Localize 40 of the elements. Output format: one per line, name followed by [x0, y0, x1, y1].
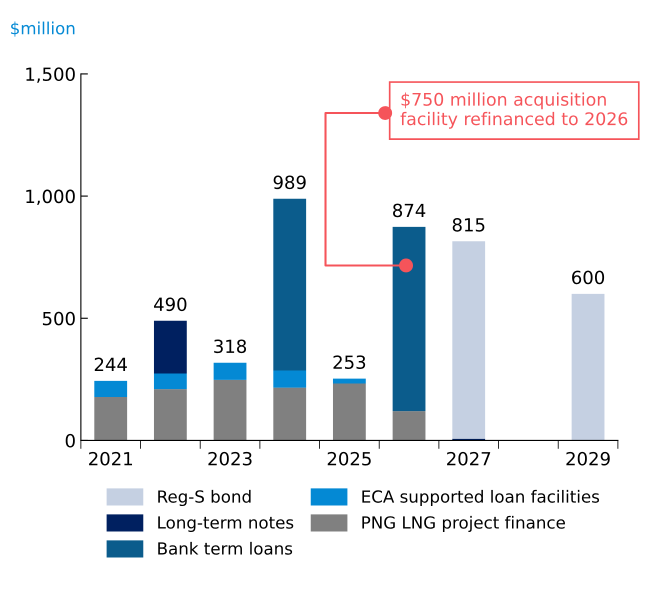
x-tick-label: 2025 [328, 452, 371, 466]
total-label: 600 [572, 270, 604, 284]
total-label: 874 [393, 204, 426, 218]
bar [154, 389, 187, 440]
total-label: 989 [274, 176, 306, 190]
bar [94, 380, 128, 397]
legend-label: Reg-S bond [158, 490, 251, 506]
annotation: $750 million acquisition facility refinanced to 2026 [400, 92, 628, 129]
x-tick-label: 2029 [566, 452, 610, 466]
bar [273, 388, 306, 440]
bar [332, 384, 366, 440]
total-label: 244 [94, 358, 127, 371]
bar [273, 198, 306, 371]
legend-label: PNG LNG project finance [362, 516, 565, 532]
bar [214, 380, 246, 440]
bar [572, 294, 604, 440]
bar [214, 362, 246, 380]
legend-label: Bank term loans [158, 542, 292, 555]
bar [94, 396, 128, 440]
legend-label: ECA supported loan facilities [362, 490, 600, 506]
y-tick-label: 1,000 [26, 190, 75, 206]
total-label: 253 [333, 355, 366, 370]
y-tick-label: 1,500 [26, 67, 75, 83]
y-axis-title: $million [11, 22, 74, 37]
y-tick-label: 0 [66, 434, 75, 448]
bar [154, 320, 187, 374]
x-tick-label: 2021 [89, 452, 132, 466]
bar [452, 241, 486, 439]
y-tick-label: 500 [42, 312, 75, 326]
total-label: 490 [154, 297, 186, 312]
total-label: 815 [452, 218, 484, 232]
bar [392, 411, 426, 440]
x-tick-label: 2027 [447, 452, 490, 466]
bar [392, 226, 426, 412]
legend-label: Long-term notes [158, 516, 294, 532]
x-tick-label: 2023 [208, 452, 252, 466]
bar [154, 373, 187, 390]
total-label: 318 [214, 339, 246, 354]
bar [332, 378, 366, 384]
bar [273, 370, 306, 388]
